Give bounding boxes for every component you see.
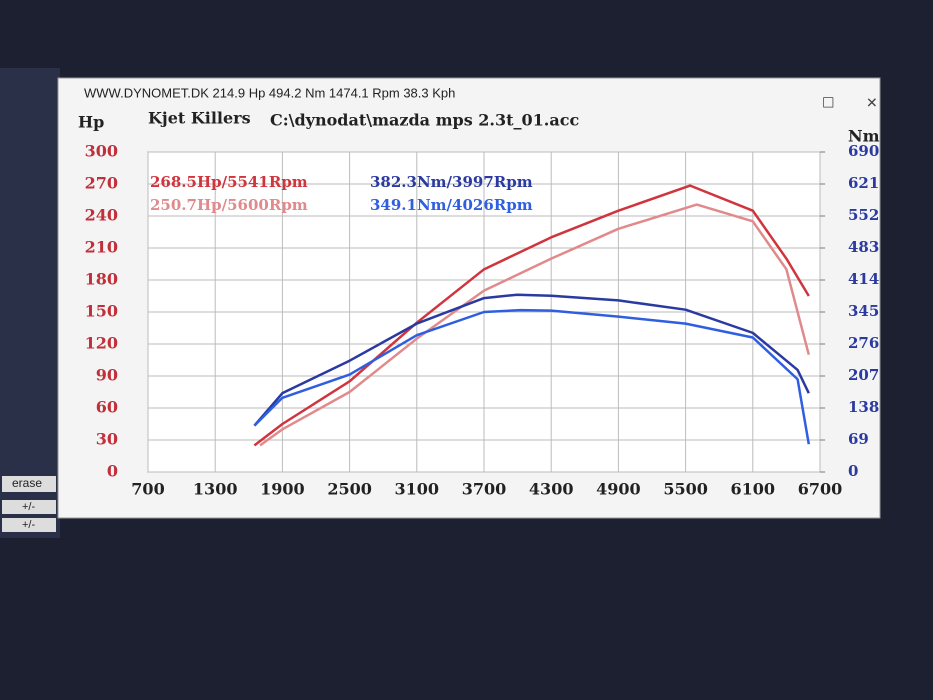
y2-tick-label: 69	[848, 430, 869, 448]
window-title: WWW.DYNOMET.DK 214.9 Hp 494.2 Nm 1474.1 …	[84, 85, 455, 100]
x-tick-label: 5500	[663, 480, 708, 499]
x-tick-label: 6100	[731, 480, 776, 499]
side-button-label[interactable]: erase	[12, 476, 42, 490]
y-tick-label: 240	[85, 206, 118, 225]
side-button[interactable]	[2, 518, 56, 532]
y2-tick-label: 552	[848, 206, 879, 224]
side-button[interactable]	[2, 500, 56, 514]
y-tick-label: 0	[107, 462, 118, 481]
x-tick-label: 4900	[596, 480, 641, 499]
x-tick-label: 3700	[462, 480, 507, 499]
y2-axis-label: Nm	[848, 127, 880, 146]
y2-tick-label: 690	[848, 142, 879, 160]
y-tick-label: 270	[85, 174, 118, 193]
x-tick-label: 1300	[193, 480, 238, 499]
side-button-label[interactable]: +/-	[22, 519, 35, 531]
y-tick-label: 150	[85, 302, 118, 321]
x-tick-label: 1900	[260, 480, 305, 499]
y2-tick-label: 0	[848, 462, 858, 480]
side-panel	[0, 68, 60, 538]
legend-label: 349.1Nm/4026Rpm	[370, 196, 533, 214]
x-tick-label: 6700	[798, 480, 843, 499]
chart-title: Kjet Killers	[148, 109, 251, 128]
series-line	[253, 184, 810, 447]
y2-tick-label: 483	[848, 238, 879, 256]
y-tick-label: 30	[96, 430, 118, 449]
legend-label: 268.5Hp/5541Rpm	[150, 173, 308, 191]
y2-tick-label: 207	[848, 366, 879, 384]
y2-tick-label: 276	[848, 334, 879, 352]
y-tick-label: 210	[85, 238, 118, 257]
y2-tick-label: 414	[848, 270, 879, 288]
y-tick-label: 120	[85, 334, 118, 353]
side-button[interactable]	[2, 476, 56, 492]
y-tick-label: 300	[85, 142, 118, 161]
x-tick-label: 4300	[529, 480, 574, 499]
y2-tick-label: 138	[848, 398, 879, 416]
chart-subtitle: C:\dynodat\mazda mps 2.3t_01.acc	[270, 111, 579, 130]
y-tick-label: 180	[85, 270, 118, 289]
y-tick-label: 60	[96, 398, 118, 417]
series-line	[259, 203, 811, 447]
y-axis-label: Hp	[78, 113, 104, 132]
y2-tick-label: 621	[848, 174, 879, 192]
maximize-icon[interactable]: ☐	[822, 95, 835, 111]
legend-label: 250.7Hp/5600Rpm	[150, 196, 308, 214]
side-button-label[interactable]: +/-	[22, 501, 35, 513]
y2-tick-label: 345	[848, 302, 879, 320]
x-tick-label: 700	[131, 480, 164, 499]
series-line	[253, 308, 811, 445]
y-tick-label: 90	[96, 366, 118, 385]
x-tick-label: 3100	[395, 480, 440, 499]
legend-label: 382.3Nm/3997Rpm	[370, 173, 533, 191]
close-icon[interactable]: ✕	[866, 95, 878, 111]
x-tick-label: 2500	[327, 480, 372, 499]
series-line	[253, 293, 810, 427]
